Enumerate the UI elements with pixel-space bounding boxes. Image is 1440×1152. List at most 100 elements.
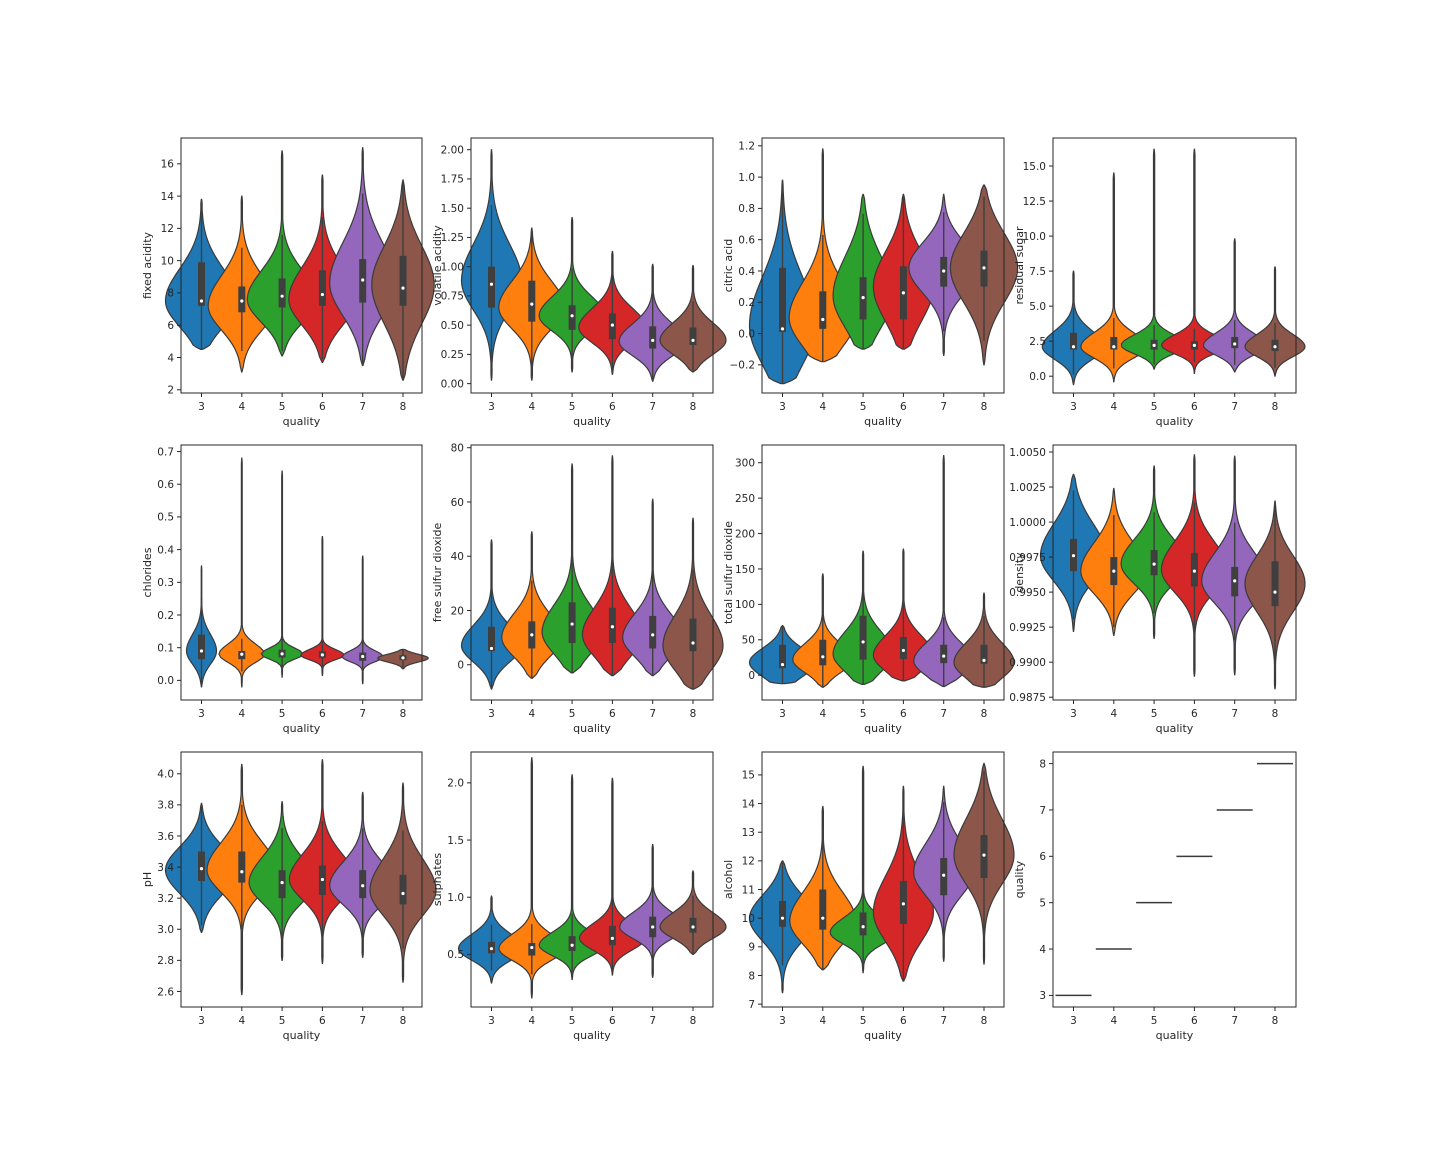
y-tick-label: 0.00 <box>441 378 464 390</box>
median-5 <box>1152 562 1156 566</box>
median-5 <box>861 925 865 929</box>
y-tick-label: 100 <box>735 599 755 611</box>
y-tick-label: 0.50 <box>441 320 464 332</box>
x-tick-label: 5 <box>1151 1015 1158 1027</box>
y-tick-label: 0.0 <box>738 328 755 340</box>
x-tick-label: 4 <box>819 708 826 720</box>
x-tick-label: 3 <box>198 401 205 413</box>
x-tick-label: 7 <box>1231 401 1238 413</box>
y-tick-label: 13 <box>742 827 755 839</box>
x-tick-label: 7 <box>649 1015 656 1027</box>
y-tick-label: 3 <box>1039 990 1046 1002</box>
x-tick-label: 3 <box>488 401 495 413</box>
y-tick-label: 3.2 <box>157 893 174 905</box>
x-tick-label: 3 <box>779 1015 786 1027</box>
median-4 <box>240 870 244 874</box>
x-tick-label: 4 <box>1110 401 1117 413</box>
y-tick-label: 8 <box>748 970 755 982</box>
median-5 <box>280 881 284 885</box>
y-tick-label: 60 <box>451 497 464 509</box>
y-tick-label: 0.4 <box>738 266 755 278</box>
panel-alcohol: 7 8 9 10 11 12 13 14 15 3 4 5 6 7 8 quality alcohol <box>722 751 1015 1042</box>
median-5 <box>280 294 284 298</box>
median-8 <box>1273 590 1277 594</box>
x-tick-label: 8 <box>1272 1015 1279 1027</box>
y-tick-label: 2.5 <box>1029 336 1046 348</box>
median-3 <box>1071 554 1076 558</box>
y-axis-label: volatile acidity <box>431 225 444 306</box>
iqr-box-8 <box>689 917 697 933</box>
panel-density: 0.9875 0.9900 0.9925 0.9950 0.9975 1.0000 1.00… <box>1009 444 1306 735</box>
iqr-box-8 <box>689 327 697 346</box>
iqr-box-3 <box>488 626 495 652</box>
median-7 <box>651 925 655 929</box>
x-tick-label: 7 <box>649 708 656 720</box>
x-tick-label: 3 <box>488 708 495 720</box>
x-tick-label: 7 <box>940 1015 947 1027</box>
iqr-box-8 <box>689 618 697 652</box>
median-3 <box>489 646 494 651</box>
x-axis-label: quality <box>283 415 321 428</box>
iqr-box-3 <box>198 634 205 660</box>
plot-frame <box>180 751 423 1008</box>
panel-sulphates: 0.5 1.0 1.5 2.0 3 4 5 6 7 8 quality sulphates <box>431 751 727 1042</box>
iqr-box-4 <box>819 639 827 666</box>
y-axis-label: pH <box>141 872 154 887</box>
median-8 <box>982 658 986 662</box>
y-tick-label: 7 <box>1039 805 1046 817</box>
x-axis-label: quality <box>1156 722 1194 735</box>
y-tick-label: 0.9875 <box>1009 692 1046 704</box>
x-tick-label: 7 <box>359 708 366 720</box>
x-tick-label: 5 <box>860 401 867 413</box>
x-axis-label: quality <box>1156 1029 1194 1042</box>
y-tick-label: 0.5 <box>447 949 464 961</box>
median-3 <box>1071 345 1076 349</box>
panel-volatile-acidity: 0.00 0.25 0.50 0.75 1.00 1.25 1.50 1.75 2.00 3 4 5 6… <box>431 137 727 428</box>
violin-5 <box>260 470 304 678</box>
iqr-box-6 <box>608 925 616 946</box>
panel-fixed-acidity: 2 4 6 8 10 12 14 16 3 4 5 6 7 8 quality fixed acidity <box>141 137 435 428</box>
violin-4 <box>1080 172 1148 383</box>
x-tick-label: 7 <box>1231 1015 1238 1027</box>
x-tick-label: 3 <box>779 708 786 720</box>
iqr-box-3 <box>779 267 786 332</box>
iqr-box-3 <box>198 851 205 882</box>
panel-free-sulfur-dioxide: 0 20 40 60 80 3 4 5 6 7 8 quality free sulfur dioxid… <box>431 443 724 735</box>
iqr-box-7 <box>649 326 657 349</box>
median-3 <box>199 649 204 653</box>
violin-4 <box>218 457 266 688</box>
iqr-box-8 <box>399 255 407 306</box>
y-tick-label: 0 <box>457 660 464 672</box>
y-tick-label: 80 <box>451 443 464 455</box>
iqr-box-3 <box>1070 332 1077 350</box>
x-tick-label: 8 <box>981 401 988 413</box>
median-6 <box>610 936 615 940</box>
median-3 <box>780 916 785 920</box>
iqr-box-3 <box>488 266 495 308</box>
x-tick-label: 6 <box>1191 1015 1198 1027</box>
y-tick-label: 0.25 <box>441 349 464 361</box>
y-tick-label: 9 <box>748 942 755 954</box>
plot-frame <box>1052 751 1297 1008</box>
x-tick-label: 7 <box>940 708 947 720</box>
x-tick-label: 5 <box>860 708 867 720</box>
y-axis-label: density <box>1013 552 1026 593</box>
iqr-box-7 <box>649 615 657 649</box>
iqr-box-4 <box>819 889 827 930</box>
x-tick-label: 3 <box>1070 708 1077 720</box>
panel-quality: 3 4 5 6 7 8 3 4 5 6 7 8 quality quality <box>1013 751 1297 1042</box>
y-tick-label: 4 <box>167 352 174 364</box>
plot-frame <box>470 137 714 394</box>
x-tick-label: 4 <box>238 708 245 720</box>
median-6 <box>901 902 906 906</box>
median-6 <box>1192 343 1196 347</box>
y-tick-label: 6 <box>1039 851 1046 863</box>
median-7 <box>361 278 365 282</box>
x-tick-label: 4 <box>1110 1015 1117 1027</box>
y-tick-label: 5.0 <box>1029 301 1046 313</box>
x-tick-label: 4 <box>238 401 245 413</box>
x-axis-label: quality <box>283 722 321 735</box>
x-tick-label: 4 <box>528 401 535 413</box>
x-tick-label: 8 <box>1272 708 1279 720</box>
y-axis-label: chlorides <box>141 547 154 597</box>
